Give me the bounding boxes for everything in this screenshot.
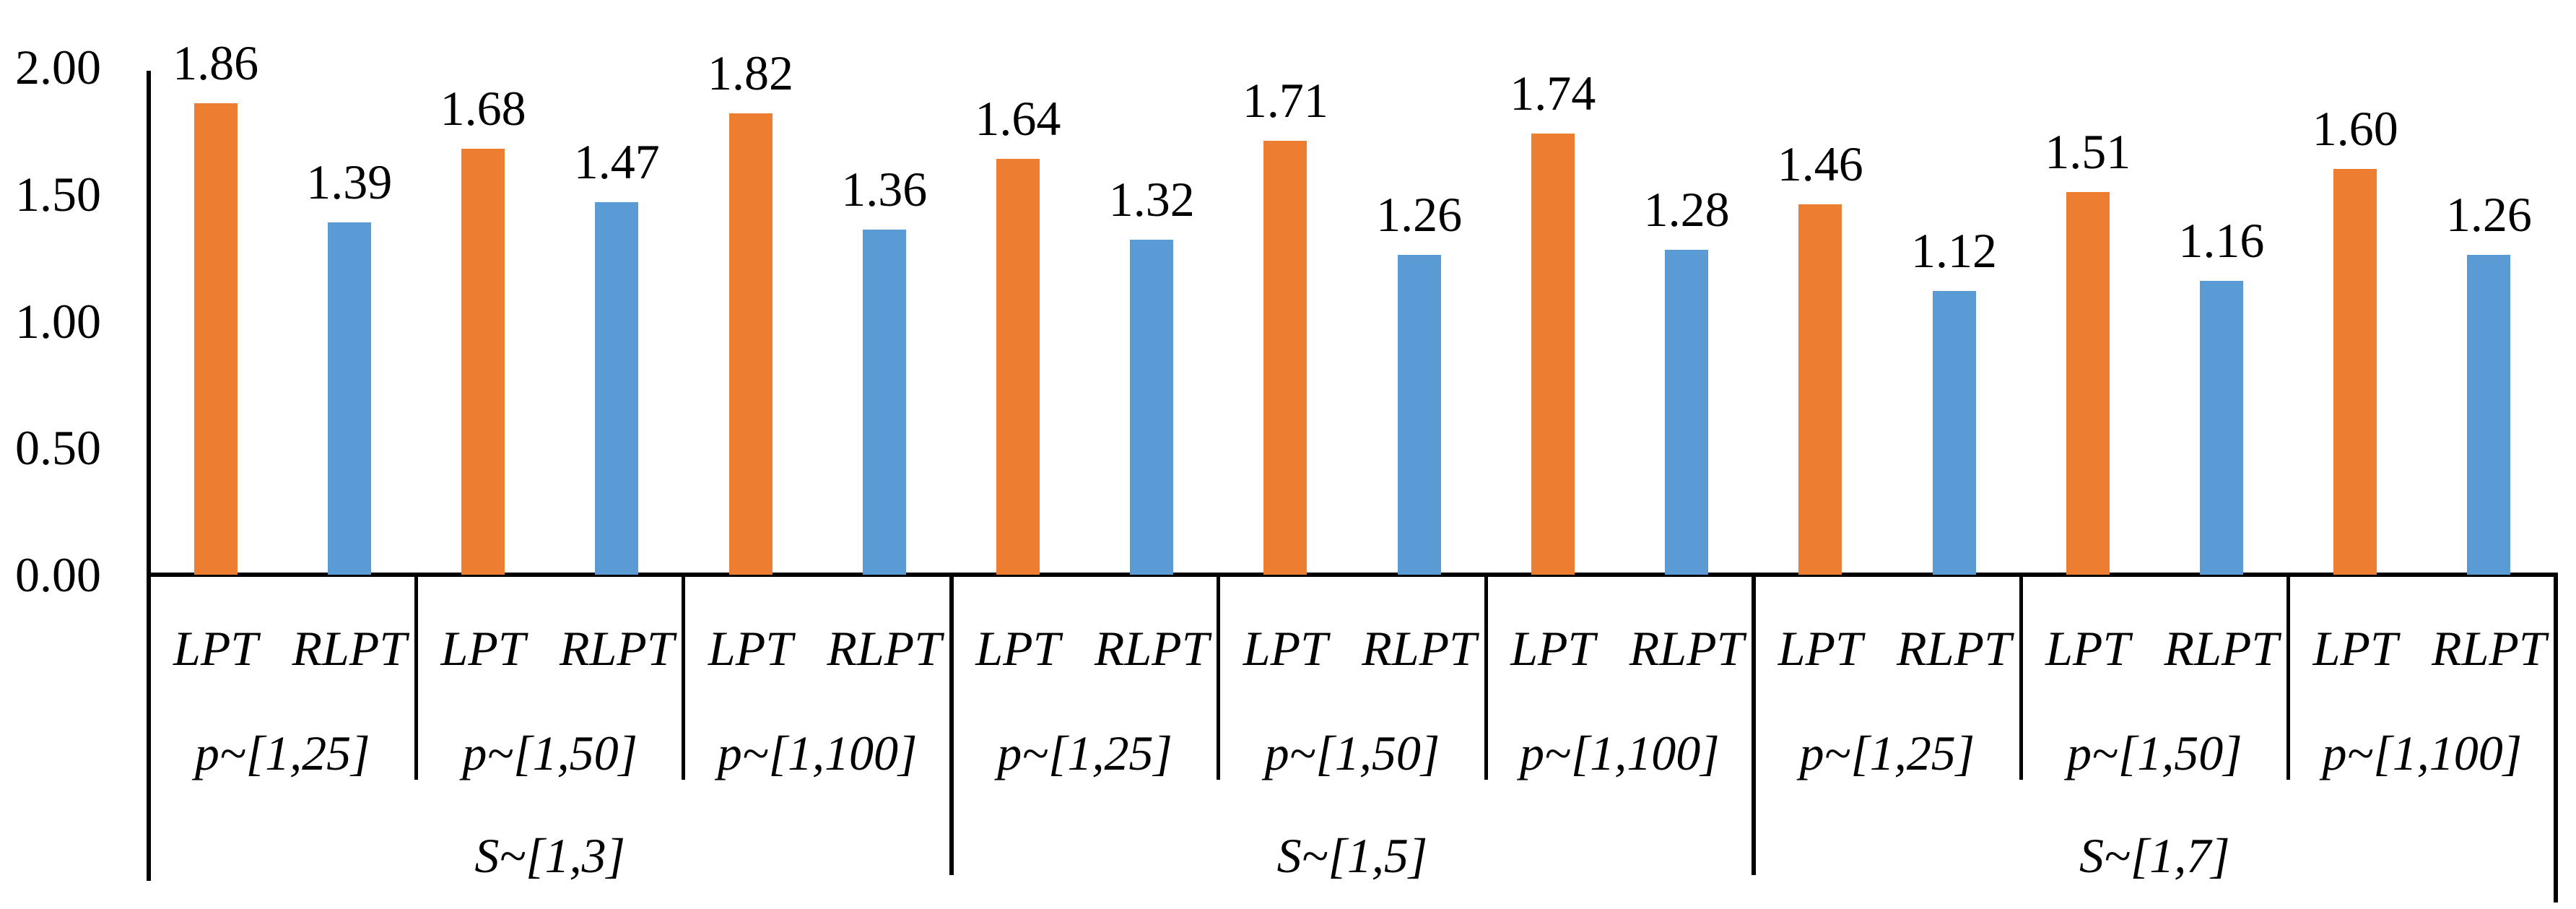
series-label-lpt: LPT	[440, 621, 526, 676]
series-label-rlpt: RLPT	[2164, 621, 2279, 676]
series-label-rlpt: RLPT	[827, 621, 942, 676]
series-label-rlpt: RLPT	[1897, 621, 2011, 676]
bar-value-label: 1.60	[2312, 100, 2398, 156]
s-range-label: S~[1,5]	[1276, 828, 1428, 883]
s-range-label: S~[1,7]	[2079, 828, 2230, 883]
y-tick-label: 0.50	[15, 420, 101, 476]
p-group-divider	[1217, 573, 1221, 780]
bar-lpt	[996, 158, 1040, 575]
bar-value-label: 1.12	[1911, 222, 1997, 278]
series-label-rlpt: RLPT	[1362, 621, 1476, 676]
bar-lpt	[461, 148, 505, 575]
bar-value-label: 1.86	[173, 35, 259, 90]
bar-value-label: 1.28	[1643, 182, 1730, 238]
p-range-label: p~[1,50]	[462, 726, 638, 780]
bar-value-label: 1.39	[306, 154, 393, 209]
bar-lpt	[2333, 168, 2377, 575]
p-group-divider	[682, 573, 686, 780]
bar-value-label: 1.46	[1777, 136, 1863, 192]
bar-lpt	[2066, 191, 2110, 575]
s-range-label: S~[1,3]	[474, 828, 626, 883]
bar-rlpt	[1932, 290, 1976, 575]
y-tick-label: 1.00	[15, 293, 101, 349]
bar-value-label: 1.26	[2445, 187, 2532, 243]
series-label-lpt: LPT	[708, 621, 793, 676]
bar-lpt	[1531, 133, 1575, 575]
bar-rlpt	[1397, 255, 1441, 575]
bar-value-label: 1.16	[2178, 212, 2265, 268]
bar-lpt	[728, 113, 773, 575]
bar-rlpt	[862, 230, 906, 575]
bar-rlpt	[595, 201, 639, 575]
series-label-rlpt: RLPT	[559, 621, 674, 676]
series-label-lpt: LPT	[1777, 621, 1863, 676]
right-border-line	[2554, 573, 2558, 903]
bar-lpt	[193, 103, 238, 575]
p-range-label: p~[1,25]	[194, 726, 370, 780]
series-label-rlpt: RLPT	[292, 621, 407, 676]
bar-value-label: 1.71	[1242, 73, 1328, 129]
p-range-label: p~[1,100]	[717, 726, 918, 780]
bar-value-label: 1.47	[573, 134, 660, 189]
bar-rlpt	[1665, 250, 1709, 575]
y-tick-label: 2.00	[15, 40, 101, 95]
series-label-lpt: LPT	[1243, 621, 1328, 676]
bar-rlpt	[2199, 280, 2243, 575]
bar-value-label: 1.74	[1510, 65, 1596, 121]
bar-value-label: 1.82	[708, 45, 793, 100]
p-range-label: p~[1,50]	[2066, 726, 2242, 780]
bar-lpt	[1263, 141, 1307, 575]
series-label-lpt: LPT	[2045, 621, 2131, 676]
s-group-divider	[949, 573, 954, 875]
bar-lpt	[1798, 204, 1842, 575]
p-range-label: p~[1,100]	[2322, 726, 2523, 780]
bar-value-label: 1.26	[1376, 187, 1463, 243]
series-label-lpt: LPT	[173, 621, 258, 676]
series-label-rlpt: RLPT	[1629, 621, 1744, 676]
y-tick-label: 0.00	[15, 547, 101, 602]
series-label-rlpt: RLPT	[2432, 621, 2546, 676]
series-label-lpt: LPT	[2312, 621, 2398, 676]
p-group-divider	[1484, 573, 1488, 780]
p-group-divider	[2286, 573, 2291, 780]
p-group-divider	[2019, 573, 2023, 780]
p-range-label: p~[1,100]	[1520, 726, 1720, 780]
bar-value-label: 1.32	[1108, 172, 1195, 227]
p-range-label: p~[1,25]	[1799, 726, 1975, 780]
bar-value-label: 1.36	[841, 162, 928, 217]
p-range-label: p~[1,50]	[1264, 726, 1440, 780]
p-range-label: p~[1,25]	[997, 726, 1172, 780]
series-label-lpt: LPT	[1510, 621, 1596, 676]
x-axis-line	[147, 573, 2558, 577]
bar-rlpt	[1130, 240, 1174, 575]
series-label-lpt: LPT	[975, 621, 1061, 676]
s-group-divider	[1752, 573, 1757, 875]
bar-value-label: 1.51	[2045, 123, 2131, 179]
series-label-rlpt: RLPT	[1094, 621, 1209, 676]
y-tick-label: 1.50	[15, 167, 101, 222]
bar-value-label: 1.68	[440, 80, 526, 136]
bar-rlpt	[2467, 255, 2511, 575]
p-group-divider	[414, 573, 418, 780]
bar-value-label: 1.64	[975, 90, 1061, 146]
bar-rlpt	[327, 222, 371, 575]
y-axis-line	[147, 71, 151, 881]
